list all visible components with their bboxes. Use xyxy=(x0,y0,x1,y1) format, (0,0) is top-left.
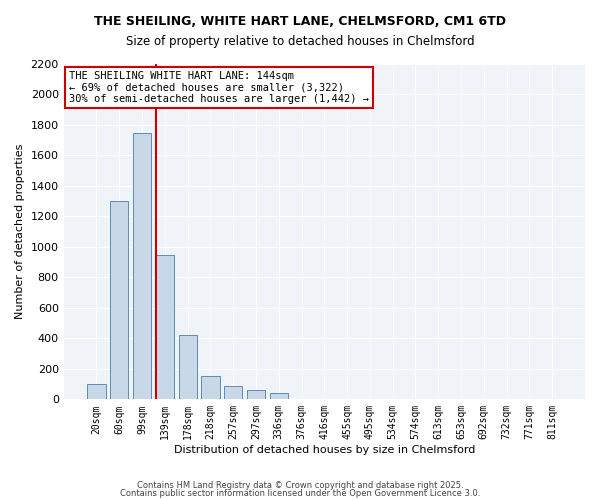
Text: Size of property relative to detached houses in Chelmsford: Size of property relative to detached ho… xyxy=(125,35,475,48)
Bar xyxy=(133,132,151,400)
Text: THE SHEILING WHITE HART LANE: 144sqm
← 69% of detached houses are smaller (3,322: THE SHEILING WHITE HART LANE: 144sqm ← 6… xyxy=(69,70,369,104)
Bar xyxy=(110,201,128,400)
Bar xyxy=(201,376,220,400)
Bar xyxy=(88,384,106,400)
Bar xyxy=(224,386,242,400)
Y-axis label: Number of detached properties: Number of detached properties xyxy=(15,144,25,320)
X-axis label: Distribution of detached houses by size in Chelmsford: Distribution of detached houses by size … xyxy=(173,445,475,455)
Text: THE SHEILING, WHITE HART LANE, CHELMSFORD, CM1 6TD: THE SHEILING, WHITE HART LANE, CHELMSFOR… xyxy=(94,15,506,28)
Text: Contains public sector information licensed under the Open Government Licence 3.: Contains public sector information licen… xyxy=(120,488,480,498)
Bar xyxy=(269,393,288,400)
Text: Contains HM Land Registry data © Crown copyright and database right 2025.: Contains HM Land Registry data © Crown c… xyxy=(137,481,463,490)
Bar xyxy=(156,254,174,400)
Bar xyxy=(247,390,265,400)
Bar xyxy=(179,334,197,400)
